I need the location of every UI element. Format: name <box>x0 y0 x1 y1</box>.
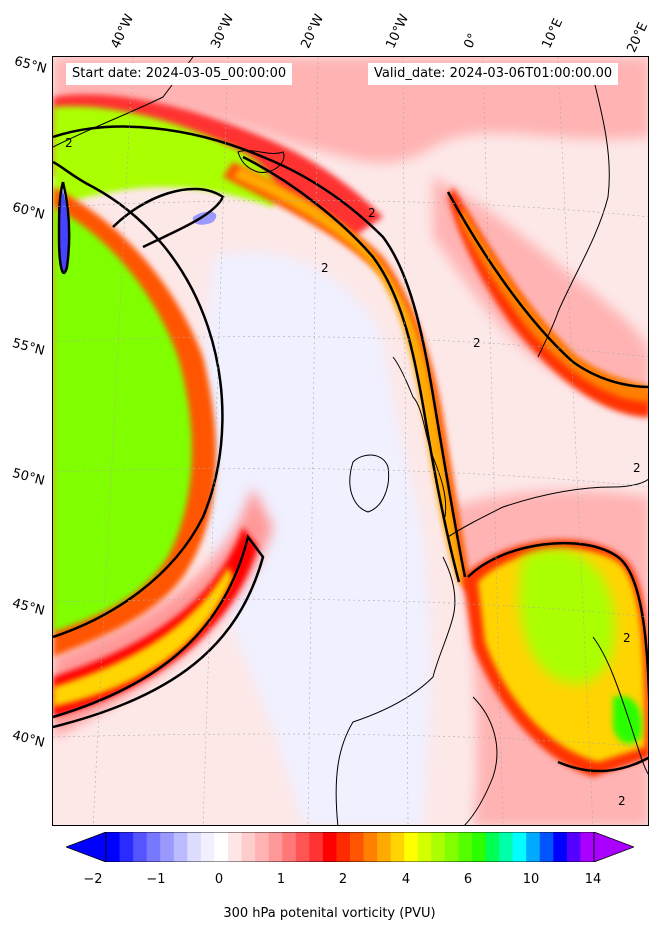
contour-label: 2 <box>321 261 329 275</box>
colorbar-swatch <box>444 832 459 862</box>
pv-map-canvas: 2 2 2 2 2 2 2 <box>53 57 648 825</box>
colorbar-tick: 4 <box>401 872 411 887</box>
colorbar-swatch <box>526 832 541 862</box>
colorbar-swatch <box>390 832 405 862</box>
colorbar-swatch <box>133 832 148 862</box>
colorbar <box>66 832 634 862</box>
contour-label: 2 <box>65 136 73 150</box>
colorbar-swatch <box>512 832 527 862</box>
lon-label-10w: 10°W <box>383 12 413 51</box>
lon-label-20e: 20°E <box>624 20 652 55</box>
lat-label-50n: 50°N <box>10 466 47 489</box>
lon-label-40w: 40°W <box>108 12 138 51</box>
northeast-streamer <box>448 187 648 417</box>
colorbar-swatch <box>472 832 487 862</box>
colorbar-swatch <box>363 832 378 862</box>
colorbar-swatch <box>417 832 432 862</box>
lat-label-60n: 60°N <box>10 200 47 223</box>
colorbar-swatch <box>106 832 121 862</box>
valid-date-label: Valid_date: 2024-03-06T01:00:00.00 <box>368 63 619 85</box>
colorbar-swatch <box>119 832 134 862</box>
colorbar-swatch <box>336 832 351 862</box>
lon-label-30w: 30°W <box>208 12 238 51</box>
coast-spain-med <box>464 696 498 825</box>
colorbar-swatch <box>187 832 202 862</box>
colorbar-swatch <box>566 832 581 862</box>
colorbar-swatch <box>255 832 270 862</box>
colorbar-swatch <box>146 832 161 862</box>
colorbar-swatch <box>160 832 175 862</box>
colorbar-max-arrow <box>593 832 634 862</box>
colorbar-swatch <box>580 832 595 862</box>
lat-label-45n: 45°N <box>10 596 47 619</box>
lat-label-40n: 40°N <box>10 728 47 751</box>
colorbar-min-arrow <box>66 832 107 862</box>
colorbar-swatch <box>499 832 514 862</box>
colorbar-swatch <box>228 832 243 862</box>
colorbar-frame <box>105 832 595 862</box>
colorbar-tick: −1 <box>146 872 166 887</box>
colorbar-swatch <box>322 832 337 862</box>
colorbar-swatch <box>404 832 419 862</box>
contour-labels: 2 2 2 2 2 2 2 <box>65 136 641 808</box>
coast-greenland <box>53 57 194 148</box>
contour-label: 2 <box>368 206 376 220</box>
colorbar-tick: 6 <box>463 872 473 887</box>
colorbar-swatch <box>539 832 554 862</box>
coast-italy <box>592 636 648 775</box>
colorbar-swatch <box>200 832 215 862</box>
colorbar-swatch <box>241 832 256 862</box>
colorbar-swatch <box>173 832 188 862</box>
colorbar-tick: 10 <box>522 872 540 887</box>
pv2-contours <box>53 125 648 773</box>
low-pv-region <box>199 251 431 825</box>
colorbar-swatch <box>485 832 500 862</box>
graticule <box>53 57 648 825</box>
colorbar-tick: 1 <box>276 872 286 887</box>
coast-france <box>432 556 456 678</box>
colorbar-swatch <box>295 832 310 862</box>
colorbar-tick: 2 <box>338 872 348 887</box>
lon-label-0: 0° <box>461 31 482 51</box>
colorbar-swatch <box>214 832 229 862</box>
lat-label-65n: 65°N <box>12 54 49 77</box>
pv-map: 2 2 2 2 2 2 2 <box>52 56 649 826</box>
coast-iberia <box>335 676 434 825</box>
coast-europe <box>447 478 648 538</box>
contour-label: 2 <box>633 461 641 475</box>
colorbar-swatch <box>431 832 446 862</box>
colorbar-tick: −2 <box>83 872 103 887</box>
coast-iceland <box>237 150 285 173</box>
colorbar-swatch <box>458 832 473 862</box>
lon-label-20w: 20°W <box>298 12 328 51</box>
contour-label: 2 <box>618 794 626 808</box>
colorbar-swatch <box>268 832 283 862</box>
contour-label: 2 <box>623 631 631 645</box>
colorbar-label: 300 hPa potenital vorticity (PVU) <box>223 906 436 921</box>
colorbar-swatch <box>377 832 392 862</box>
colorbar-swatch <box>553 832 568 862</box>
coast-norway <box>537 76 610 358</box>
start-date-label: Start date: 2024-03-05_00:00:00 <box>66 63 293 85</box>
lat-label-55n: 55°N <box>10 336 47 359</box>
contour-label: 2 <box>473 336 481 350</box>
coast-ireland <box>349 454 390 513</box>
coastlines <box>53 57 648 825</box>
colorbar-swatch <box>282 832 297 862</box>
colorbar-swatch <box>309 832 324 862</box>
colorbar-swatch <box>350 832 365 862</box>
colorbar-tick: 14 <box>584 872 602 887</box>
lon-label-10e: 10°E <box>539 16 567 51</box>
negative-pv-filament-2 <box>192 211 217 225</box>
southeast-cutoff <box>463 539 648 777</box>
colorbar-tick: 0 <box>214 872 224 887</box>
